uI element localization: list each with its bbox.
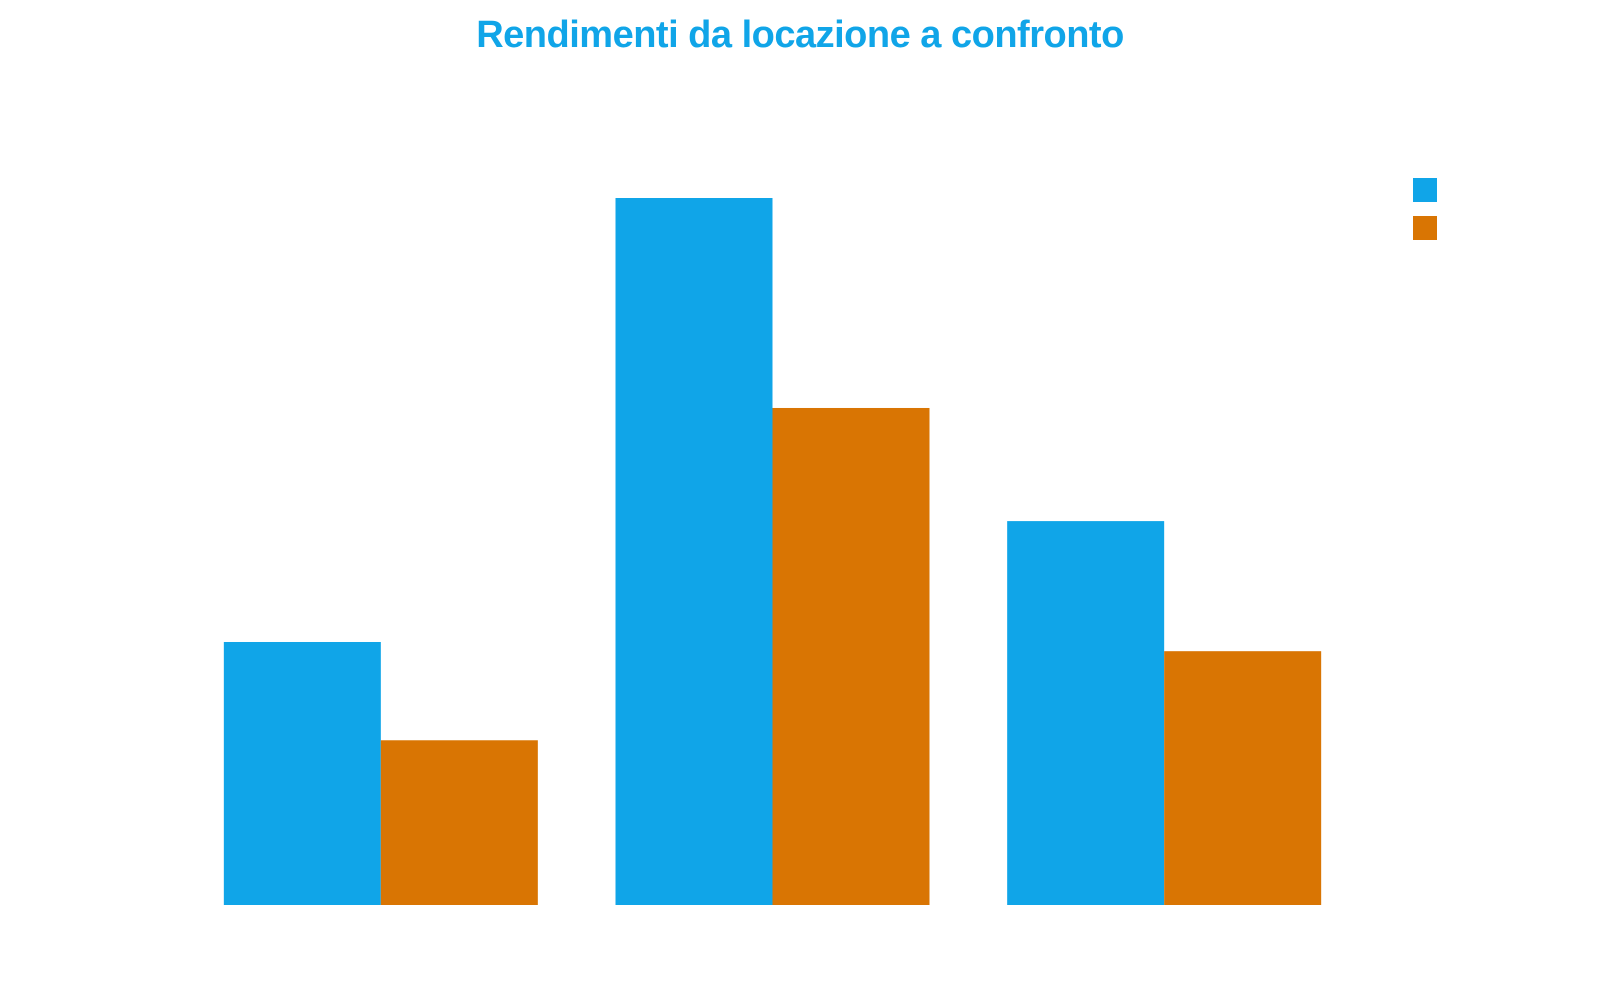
legend-swatch-series-1 — [1413, 178, 1437, 202]
bar-series-2-category-3 — [1164, 651, 1322, 905]
bar-series-2-category-1 — [380, 740, 538, 905]
bar-series-2-category-2 — [772, 407, 930, 905]
legend — [1413, 178, 1437, 240]
chart-title: Rendimenti da locazione a confronto — [476, 14, 1124, 56]
bar-series-1-category-2 — [615, 198, 773, 905]
bar-series-1-category-3 — [1007, 521, 1165, 905]
bars-group — [223, 198, 1322, 905]
bar-series-1-category-1 — [223, 641, 381, 905]
legend-swatch-series-2 — [1413, 216, 1437, 240]
